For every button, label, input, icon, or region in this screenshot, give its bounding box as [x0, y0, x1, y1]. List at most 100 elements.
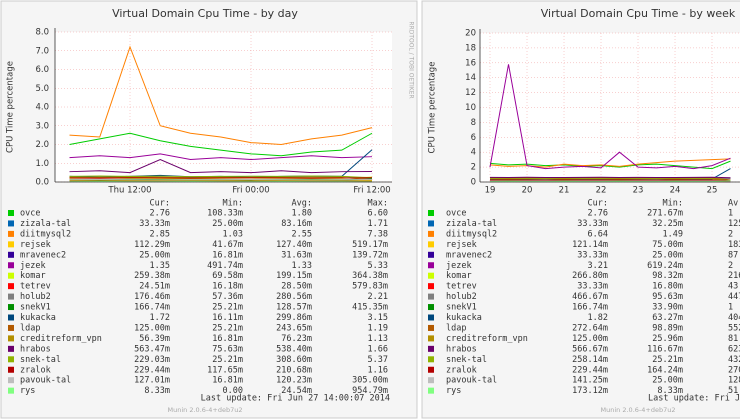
y-tick-label: 6.0: [35, 65, 49, 75]
stat-value: 210.68m: [276, 365, 312, 375]
stat-value: 16.81m: [212, 334, 243, 344]
stat-value: 2.85: [150, 229, 170, 239]
stat-value: 16.81m: [212, 250, 243, 260]
legend-swatch: [8, 314, 14, 321]
stat-value: 120.23m: [276, 376, 312, 386]
stat-value: 33.33m: [577, 250, 608, 260]
legend-name: zizala-tal: [20, 219, 71, 229]
x-tick-label: 23: [633, 186, 644, 196]
legend-name: komar: [446, 271, 472, 281]
y-tick-label: 18: [465, 43, 476, 53]
stat-value: 404: [728, 313, 740, 323]
stat-value: 125.00m: [134, 323, 170, 333]
stat-value: 6.60: [368, 209, 388, 219]
legend-name: creditreform_vpn: [20, 334, 102, 344]
stat-value: 2.21: [368, 292, 388, 302]
stat-value: 121.14m: [572, 240, 608, 250]
legend-name: jezek: [446, 261, 472, 271]
stat-value: 56.39m: [139, 334, 170, 344]
stat-value: 16.80m: [652, 282, 683, 292]
legend-name: snekV1: [446, 303, 477, 313]
y-tick-label: 8: [471, 118, 476, 128]
stat-value: 6.64: [588, 229, 608, 239]
x-tick-label: Fri 12:00: [353, 186, 390, 196]
stat-value: 563.47m: [134, 344, 170, 354]
legend-swatch: [428, 314, 434, 321]
stat-value: 2.55: [292, 229, 312, 239]
stat-value: 16.18m: [212, 282, 243, 292]
legend-name: snek-tal: [20, 355, 61, 365]
legend-swatch: [428, 335, 434, 342]
stat-value: 552: [728, 323, 740, 333]
series-line: [489, 64, 731, 170]
stat-value: 33.33m: [139, 219, 170, 229]
legend-name: rys: [446, 386, 461, 396]
stat-value: 229.44m: [134, 365, 170, 375]
legend-name: zralok: [20, 365, 51, 375]
y-axis-label: CPU Time percentage: [428, 62, 438, 154]
stat-value: 229.44m: [572, 365, 608, 375]
stat-value: 1.82: [588, 313, 608, 323]
stat-value: 69.58m: [212, 271, 243, 281]
stat-value: 166.74m: [572, 303, 608, 313]
stat-value: 5.33: [368, 261, 388, 271]
stat-value: 95.63m: [652, 292, 683, 302]
series-line: [69, 176, 373, 181]
stat-value: 243.65m: [276, 323, 312, 333]
legend-name: pavouk-tal: [20, 376, 71, 386]
x-tick-label: 19: [485, 186, 496, 196]
stat-value: 57.36m: [212, 292, 243, 302]
legend-name: hrabos: [446, 344, 477, 354]
legend-swatch: [428, 251, 434, 258]
stat-value: 1.16: [368, 365, 388, 375]
stat-value: 43: [728, 282, 738, 292]
y-tick-label: 8.0: [35, 28, 49, 38]
legend-name: snek-tal: [446, 355, 487, 365]
stat-value: 1: [728, 303, 733, 313]
stat-value: 229.03m: [134, 355, 170, 365]
stat-value: 16.11m: [212, 313, 243, 323]
legend-name: kukacka: [446, 313, 482, 323]
legend-swatch: [428, 293, 434, 300]
legend-swatch: [428, 230, 434, 237]
stat-value: 128.57m: [276, 303, 312, 313]
stat-value: 266.80m: [572, 271, 608, 281]
stat-header: Av: [728, 199, 738, 209]
stat-value: 108.33m: [207, 209, 243, 219]
stat-value: 466.67m: [572, 292, 608, 302]
legend-swatch: [8, 345, 14, 352]
y-tick-label: 6: [471, 133, 476, 143]
legend-name: holub2: [20, 292, 51, 302]
legend-name: snekV1: [20, 303, 51, 313]
legend-swatch: [8, 210, 14, 216]
stat-value: 8.33m: [657, 386, 683, 396]
stat-value: 25.21m: [652, 355, 683, 365]
legend-swatch: [8, 262, 14, 269]
stat-value: 24.54m: [281, 386, 312, 396]
y-tick-label: 1.0: [35, 159, 49, 169]
stat-value: 619.24m: [647, 261, 683, 271]
legend-swatch: [8, 230, 14, 237]
stat-value: 519.17m: [352, 240, 388, 250]
stat-value: 415.35m: [352, 303, 388, 313]
watermark: RRDTOOL / TOBI OETIKER: [408, 21, 415, 98]
legend-swatch: [8, 335, 14, 342]
stat-value: 87: [728, 250, 738, 260]
stat-value: 364.38m: [352, 271, 388, 281]
legend-name: zizala-tal: [446, 219, 497, 229]
y-tick-label: 0.0: [35, 178, 49, 188]
stat-value: 305.00m: [352, 376, 388, 386]
stat-value: 98.89m: [652, 323, 683, 333]
legend-name: tetrev: [20, 282, 51, 292]
stat-value: 173.12m: [572, 386, 608, 396]
legend-name: kukacka: [20, 313, 56, 323]
stat-value: 25.00m: [652, 250, 683, 260]
legend-swatch: [8, 220, 14, 227]
stat-value: 139.72m: [352, 250, 388, 260]
last-update: Last update: Fri Jun 27 14:00:07 2014: [201, 394, 390, 404]
legend-swatch: [428, 304, 434, 311]
stat-value: 1.03: [223, 229, 243, 239]
munin-version: Munin 2.0.6-4+deb7u2: [601, 406, 676, 414]
stat-value: 166.74m: [134, 303, 170, 313]
stat-value: 41.67m: [212, 240, 243, 250]
